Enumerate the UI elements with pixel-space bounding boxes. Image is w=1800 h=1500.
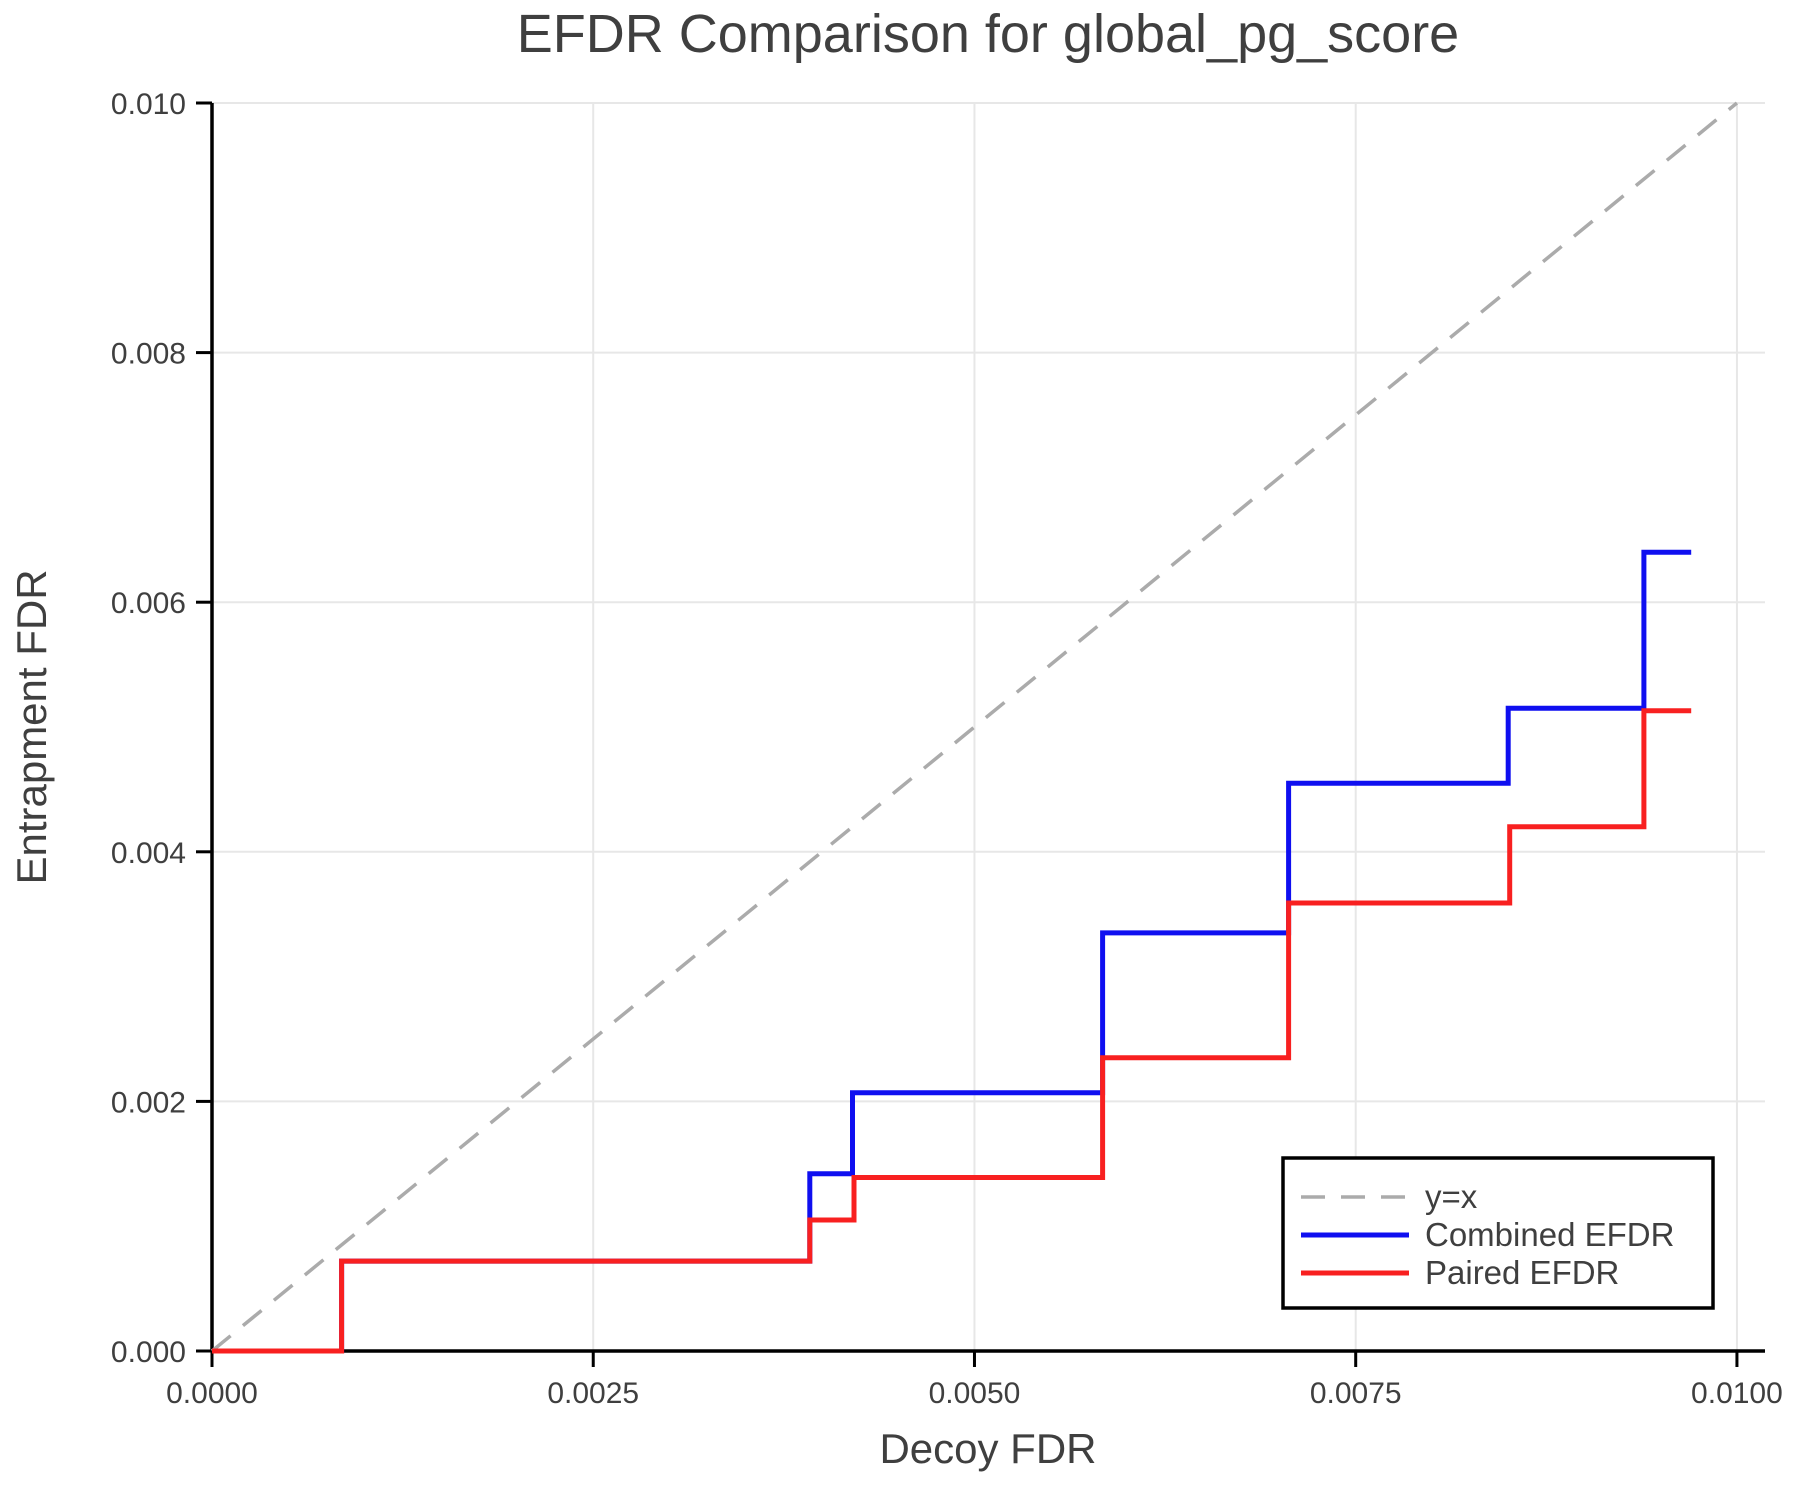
y-tick-label: 0.000 xyxy=(111,1336,186,1369)
y-tick-label: 0.008 xyxy=(111,338,186,371)
x-tick-label: 0.0025 xyxy=(547,1377,639,1410)
legend-label: y=x xyxy=(1425,1178,1478,1215)
y-tick-label: 0.004 xyxy=(111,837,186,870)
x-tick-label: 0.0000 xyxy=(166,1377,258,1410)
y-tick-label: 0.010 xyxy=(111,88,186,121)
y-tick-label: 0.002 xyxy=(111,1086,186,1119)
y-axis-label: Entrapment FDR xyxy=(8,569,55,884)
series-line-paired-efdr xyxy=(212,708,1692,1354)
x-tick-label: 0.0100 xyxy=(1691,1377,1783,1410)
axes-layer: 0.0000 0.0025 0.0050 0.0075 0.0100 0.000 0.002… xyxy=(111,88,1783,1410)
series-line-y-x xyxy=(210,101,1739,1353)
x-axis-label: Decoy FDR xyxy=(879,1425,1096,1472)
legend-label: Paired EFDR xyxy=(1425,1254,1619,1291)
series-layer xyxy=(210,101,1739,1354)
x-tick-label: 0.0050 xyxy=(929,1377,1021,1410)
legend-label: Combined EFDR xyxy=(1425,1216,1674,1253)
x-tick-label: 0.0075 xyxy=(1310,1377,1402,1410)
y-tick-label: 0.006 xyxy=(111,587,186,620)
chart-title: EFDR Comparison for global_pg_score xyxy=(517,4,1459,64)
